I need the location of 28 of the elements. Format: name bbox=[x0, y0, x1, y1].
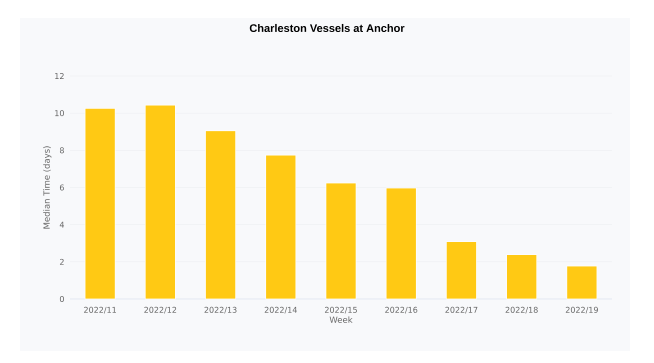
y-tick-label: 2 bbox=[60, 258, 64, 265]
chart-title: Charleston Vessels at Anchor bbox=[250, 24, 404, 32]
bar bbox=[386, 188, 417, 300]
y-tick-label: 0 bbox=[60, 296, 64, 302]
x-tick-label: 2022/19 bbox=[566, 306, 598, 314]
x-tick-label: 2022/15 bbox=[324, 306, 357, 314]
bar bbox=[84, 108, 116, 300]
y-tick-label: 6 bbox=[60, 184, 64, 191]
bar bbox=[566, 266, 598, 300]
x-tick-label: 2022/17 bbox=[445, 306, 478, 314]
y-tick-label: 10 bbox=[55, 110, 64, 116]
y-tick-label: 8 bbox=[60, 147, 64, 154]
x-tick-label: 2022/18 bbox=[506, 306, 538, 314]
bar bbox=[326, 182, 356, 300]
x-axis-title: Week bbox=[330, 316, 353, 323]
y-tick-label: 4 bbox=[60, 222, 64, 228]
bar bbox=[145, 104, 176, 300]
x-tick-label: 2022/13 bbox=[204, 306, 237, 314]
bar bbox=[446, 241, 477, 300]
bar bbox=[506, 254, 537, 300]
x-tick-label: 2022/12 bbox=[144, 306, 176, 314]
y-axis-title: Median Time (days) bbox=[43, 146, 52, 229]
bar bbox=[265, 154, 296, 300]
x-tick-label: 2022/16 bbox=[385, 306, 418, 314]
x-tick-label: 2022/11 bbox=[84, 306, 116, 314]
bar bbox=[205, 130, 236, 300]
x-tick-label: 2022/14 bbox=[264, 306, 297, 314]
y-tick-label: 12 bbox=[55, 73, 64, 79]
